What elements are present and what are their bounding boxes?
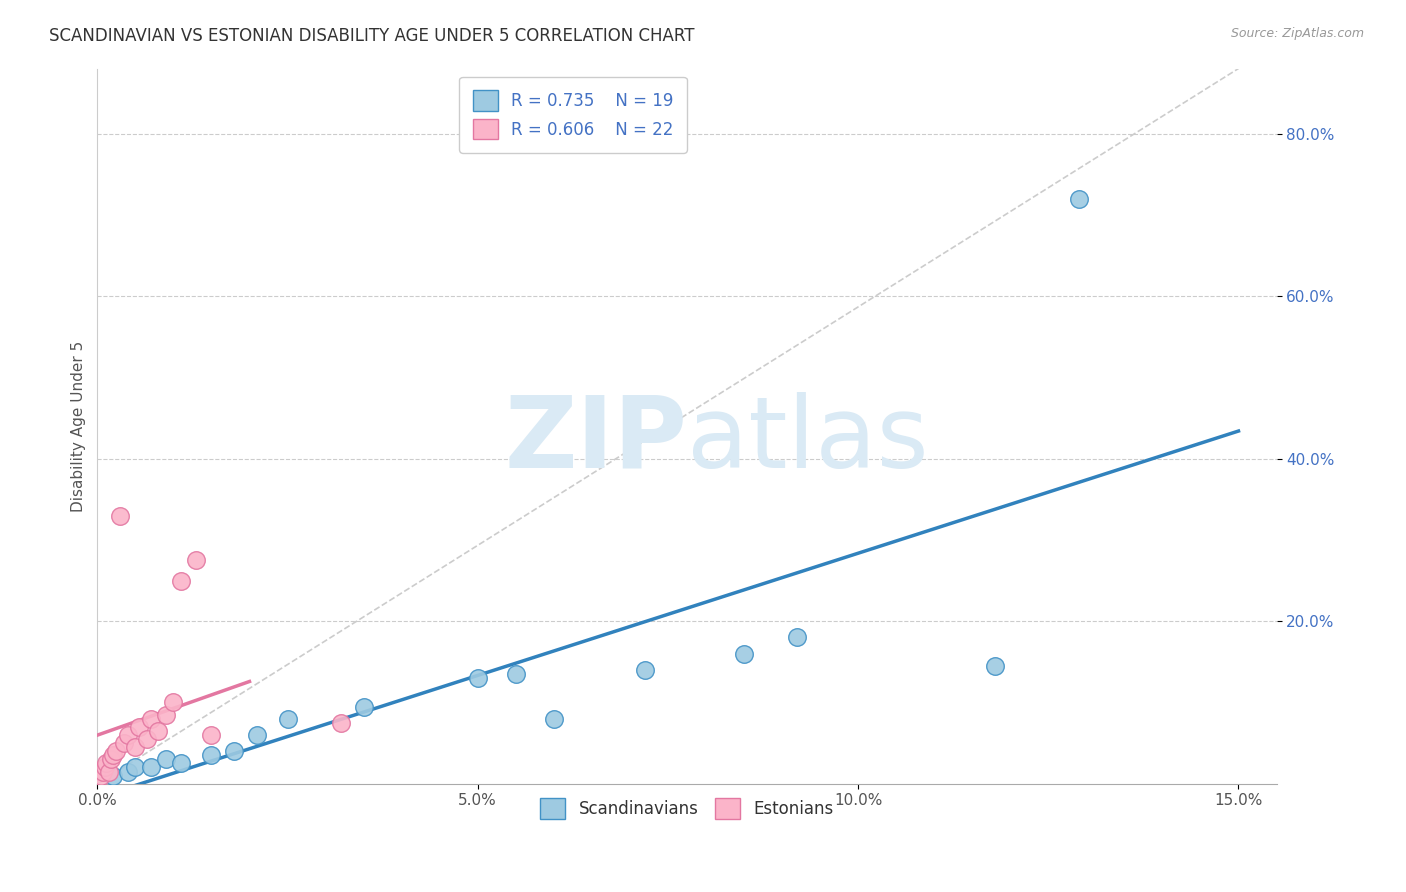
Point bbox=[112, 736, 135, 750]
Point bbox=[90, 769, 112, 783]
Point bbox=[634, 663, 657, 677]
Legend: Scandinavians, Estonians: Scandinavians, Estonians bbox=[533, 792, 841, 825]
Text: SCANDINAVIAN VS ESTONIAN DISABILITY AGE UNDER 5 CORRELATION CHART: SCANDINAVIAN VS ESTONIAN DISABILITY AGE … bbox=[49, 27, 695, 45]
Point bbox=[94, 760, 117, 774]
Point bbox=[155, 752, 177, 766]
Text: ZIP: ZIP bbox=[505, 392, 688, 489]
Point bbox=[117, 728, 139, 742]
Point bbox=[277, 712, 299, 726]
Point bbox=[148, 723, 170, 738]
Point bbox=[505, 667, 527, 681]
Point bbox=[467, 671, 489, 685]
Point bbox=[124, 740, 146, 755]
Point bbox=[100, 752, 122, 766]
Point bbox=[97, 764, 120, 779]
Point bbox=[170, 756, 193, 771]
Point bbox=[786, 631, 808, 645]
Point bbox=[139, 760, 162, 774]
Point bbox=[329, 715, 352, 730]
Point bbox=[139, 712, 162, 726]
Point bbox=[170, 574, 193, 588]
Point bbox=[186, 553, 208, 567]
Text: Source: ZipAtlas.com: Source: ZipAtlas.com bbox=[1230, 27, 1364, 40]
Point bbox=[733, 647, 755, 661]
Point bbox=[246, 728, 269, 742]
Point bbox=[353, 699, 375, 714]
Point bbox=[1067, 192, 1090, 206]
Point bbox=[984, 659, 1007, 673]
Point bbox=[135, 732, 157, 747]
Point bbox=[128, 720, 150, 734]
Point bbox=[162, 696, 184, 710]
Point bbox=[96, 756, 118, 771]
Point bbox=[93, 764, 115, 779]
Point bbox=[543, 712, 565, 726]
Y-axis label: Disability Age Under 5: Disability Age Under 5 bbox=[72, 341, 86, 512]
Point bbox=[200, 728, 222, 742]
Point bbox=[124, 760, 146, 774]
Text: atlas: atlas bbox=[688, 392, 928, 489]
Point bbox=[117, 764, 139, 779]
Point bbox=[200, 748, 222, 763]
Point bbox=[155, 707, 177, 722]
Point bbox=[105, 744, 128, 758]
Point bbox=[108, 508, 131, 523]
Point bbox=[101, 748, 124, 763]
Point bbox=[101, 769, 124, 783]
Point bbox=[224, 744, 246, 758]
